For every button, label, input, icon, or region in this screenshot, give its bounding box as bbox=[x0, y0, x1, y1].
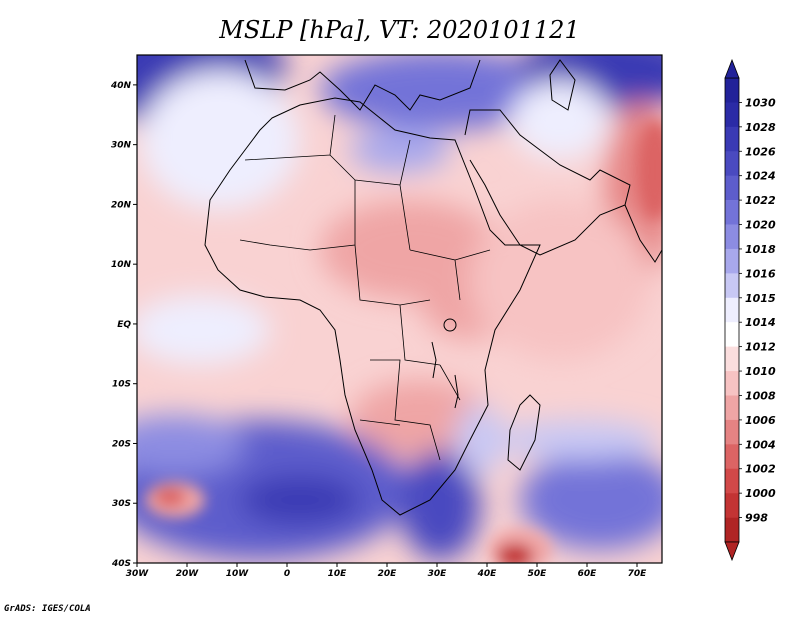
lake-malawi bbox=[454, 374, 459, 409]
lat-tick-label: 30S bbox=[112, 499, 131, 509]
lon-tick-label: 50E bbox=[528, 569, 548, 579]
colorbar-bin bbox=[725, 273, 739, 299]
colorbar-label: 1016 bbox=[745, 267, 776, 280]
caspian-coastline bbox=[549, 59, 576, 111]
colorbar-bin bbox=[725, 151, 739, 176]
colorbar-bin bbox=[725, 78, 739, 103]
colorbar-label: 1012 bbox=[745, 341, 776, 354]
colorbar-bin bbox=[725, 200, 739, 225]
colorbar-label: 1004 bbox=[745, 438, 776, 451]
lon-tick-label: 20E bbox=[378, 569, 398, 579]
colorbar-label: 1018 bbox=[745, 243, 776, 256]
colorbar-bin bbox=[725, 395, 739, 421]
arabia-coastline bbox=[464, 109, 631, 256]
colorbar-bin bbox=[725, 468, 739, 494]
colorbar-top-arrow bbox=[724, 58, 740, 79]
lat-tick-label: 20N bbox=[111, 200, 132, 210]
colorbar-bin bbox=[725, 444, 739, 470]
colorbar-bin bbox=[725, 297, 739, 323]
country-borders bbox=[239, 114, 491, 461]
lon-tick-label: 0 bbox=[284, 569, 290, 579]
lat-tick-label: 30N bbox=[111, 141, 132, 151]
lat-tick-label: EQ bbox=[117, 320, 131, 330]
madagascar-coastline bbox=[507, 394, 541, 471]
colorbar-label: 1002 bbox=[745, 463, 776, 476]
colorbar-bin bbox=[725, 248, 739, 274]
colorbar-bin bbox=[725, 419, 739, 445]
lat-tick-label: 40N bbox=[110, 81, 132, 91]
field-smooth-layer bbox=[137, 55, 662, 560]
lat-tick-label: 10S bbox=[112, 380, 131, 390]
india-coastline bbox=[624, 204, 662, 263]
colorbar-label: 1026 bbox=[745, 145, 776, 158]
colorbar-bin bbox=[725, 346, 739, 372]
lon-tick-label: 20W bbox=[176, 569, 200, 579]
grads-credit: GrADS: IGES/COLA bbox=[4, 604, 91, 614]
colorbar-bin bbox=[725, 517, 739, 543]
colorbar-label: 1028 bbox=[745, 121, 776, 134]
colorbar-bin bbox=[725, 126, 739, 152]
lon-tick-label: 30W bbox=[126, 569, 150, 579]
lon-tick-label: 40E bbox=[477, 569, 498, 579]
map-title: MSLP [hPa], VT: 2020101121 bbox=[219, 16, 580, 44]
europe-coastline bbox=[244, 59, 481, 111]
pressure-field bbox=[137, 55, 662, 563]
colorbar-label: 1015 bbox=[745, 292, 776, 305]
coastlines-borders bbox=[204, 59, 662, 516]
colorbar-label: 1014 bbox=[745, 316, 776, 329]
map-frame bbox=[136, 54, 663, 564]
lat-tick-label: 20S bbox=[112, 439, 131, 449]
africa-coastline bbox=[204, 97, 541, 516]
colorbar-label: 1006 bbox=[745, 414, 776, 427]
axis-ticks: 30W 20W 10W 0 10E 20E 30E 40E 50E 60E 70E 40N 30N 20N… bbox=[110, 81, 647, 579]
lon-tick-label: 30E bbox=[428, 569, 448, 579]
colorbar-bin bbox=[725, 175, 739, 201]
colorbar-bin bbox=[725, 102, 739, 128]
colorbar-label: 1022 bbox=[745, 194, 776, 207]
lake-victoria bbox=[443, 318, 457, 332]
lat-tick-label: 40S bbox=[111, 559, 131, 569]
colorbar-bin bbox=[725, 493, 739, 518]
colorbar-bin bbox=[725, 371, 739, 396]
colorbar-label: 1020 bbox=[745, 219, 776, 232]
colorbar-bin bbox=[725, 322, 739, 347]
lat-tick-label: 10N bbox=[111, 260, 132, 270]
colorbar-label: 1000 bbox=[745, 487, 776, 500]
colorbar-label: 998 bbox=[745, 512, 768, 525]
colorbar-bottom-arrow bbox=[724, 541, 740, 562]
colorbar-label: 1024 bbox=[745, 170, 776, 183]
colorbar-label: 1008 bbox=[745, 389, 776, 402]
lon-tick-label: 10E bbox=[328, 569, 348, 579]
lon-tick-label: 10W bbox=[226, 569, 250, 579]
colorbar-bin bbox=[725, 224, 739, 250]
lake-tanganyika bbox=[431, 341, 437, 379]
colorbar-label: 1010 bbox=[745, 365, 776, 378]
lon-tick-label: 70E bbox=[628, 569, 648, 579]
field-lows-layer bbox=[145, 120, 662, 563]
colorbar: 1030 1028 1026 1024 1022 1020 1018 1016 1015 1014… bbox=[724, 58, 776, 562]
colorbar-label: 1030 bbox=[745, 96, 776, 109]
lon-tick-label: 60E bbox=[578, 569, 598, 579]
